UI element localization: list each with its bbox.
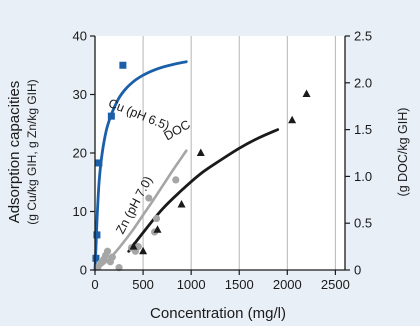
axes	[90, 35, 350, 275]
right-tick-label: 1.0	[354, 169, 372, 184]
zn-data-point	[108, 253, 116, 261]
left-tick-label: 20	[73, 146, 87, 161]
doc-data-point	[196, 148, 205, 156]
right-tick-label: 0.5	[354, 216, 372, 231]
data-points	[92, 61, 311, 272]
doc-data-point	[153, 225, 162, 233]
zn-data-point	[103, 247, 112, 255]
right-tick-label: 0	[354, 263, 361, 278]
right-tick-label: 1.5	[354, 122, 372, 137]
left-axis-label: Adsorption capacities	[6, 81, 23, 224]
doc-data-point	[139, 246, 148, 255]
vertical-grid	[95, 36, 345, 270]
left-axis-sublabel: (g Cu/kg GIH, g Zn/kg GIH)	[25, 79, 39, 224]
x-tick-label: 500	[132, 277, 154, 292]
cu-data-point	[93, 231, 101, 239]
x-tick-label: 2500	[321, 277, 350, 292]
cu-data-point	[95, 159, 103, 167]
doc-fit-curve	[127, 128, 280, 253]
left-tick-label: 40	[73, 29, 87, 44]
x-tick-label: 2000	[273, 277, 302, 292]
x-tick-label: 1500	[225, 277, 254, 292]
doc-data-point	[177, 199, 186, 208]
zn-data-point	[152, 214, 161, 223]
zn-data-point	[145, 194, 153, 202]
cu-data-point	[119, 61, 127, 69]
doc-data-point	[302, 89, 311, 98]
x-tick-label: 1000	[177, 277, 206, 292]
right-axis-label: (g DOC/kg GIH)	[396, 108, 410, 197]
doc-data-point	[288, 115, 297, 124]
plot-area	[95, 36, 345, 270]
cu-data-point	[92, 254, 100, 262]
left-tick-label: 30	[73, 87, 87, 102]
x-axis-label: Concentration (mg/l)	[150, 305, 286, 322]
cu-fit-curve	[93, 60, 188, 272]
zn-data-point	[172, 176, 180, 184]
doc-data-point	[129, 242, 138, 250]
left-tick-label: 10	[73, 204, 87, 219]
left-tick-label: 0	[80, 263, 87, 278]
x-tick-label: 0	[91, 277, 98, 292]
tick-labels: 0 500 1000 1500 2000 2500 0 10 20 30 40 0 0.5 1.0 1.5 2…	[73, 29, 373, 293]
cu-data-point	[107, 112, 115, 120]
right-tick-label: 2.5	[354, 29, 372, 44]
right-tick-label: 2.0	[354, 75, 372, 90]
